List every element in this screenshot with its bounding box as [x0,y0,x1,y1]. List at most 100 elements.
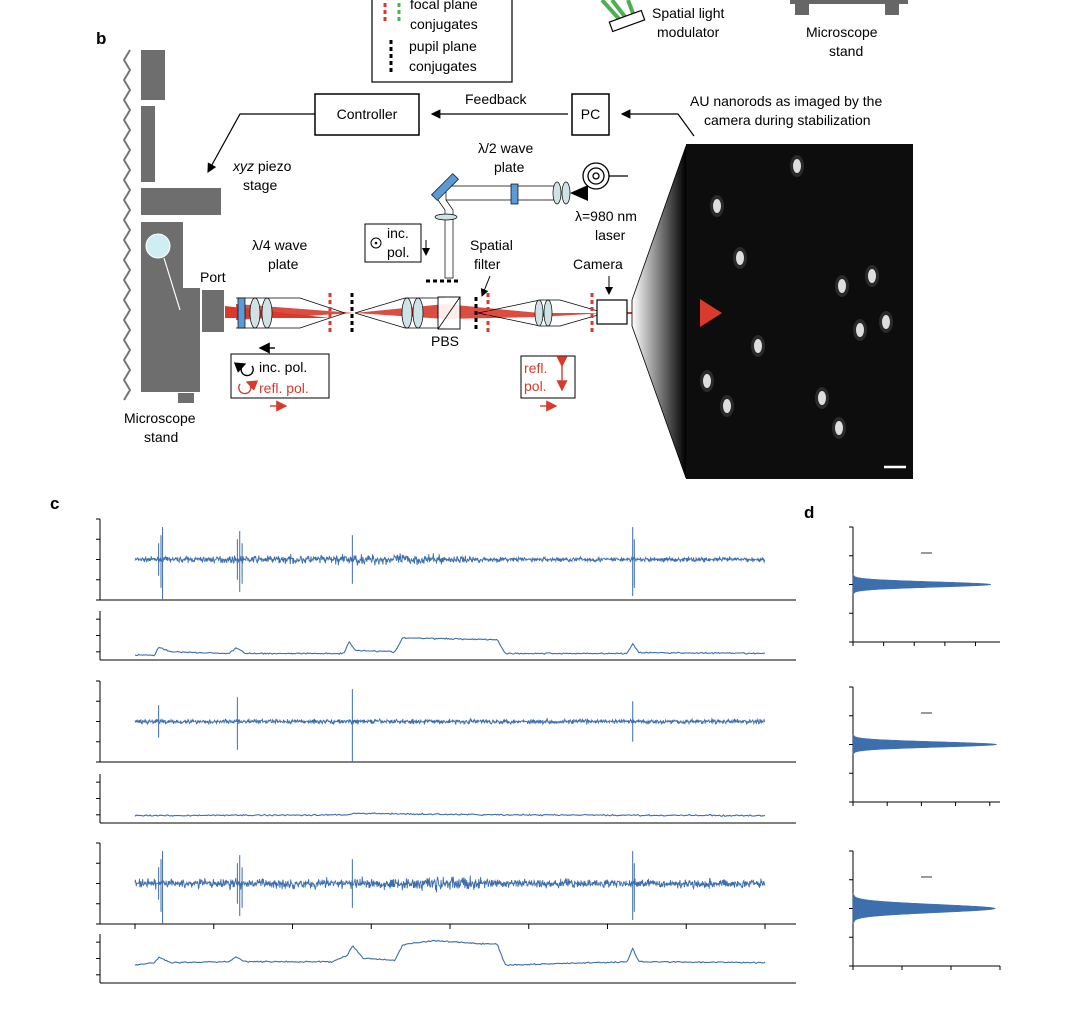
nanorod-glow [710,195,724,217]
spatial-filter-label-2: filter [474,256,501,272]
lens-3 [401,297,413,329]
camera-label: Camera [573,256,623,272]
nanorods-label-2: camera during stabilization [704,112,871,128]
trace-row-sx [96,611,796,661]
trace-row-sy [96,774,796,824]
nanorod-spot [838,279,846,293]
noise-trace-dx [134,553,766,566]
panel-label-d: d [804,503,815,522]
hist-bars-dx [852,573,992,596]
nanorod-glow [790,155,804,177]
xyz-stage-label-1: xyz piezo [233,157,291,175]
nanorod-glow [720,395,734,417]
ms-bottom-label-1: Microscope [124,410,196,426]
trace-row-dx [96,518,796,601]
red-arrowhead-img [700,299,722,327]
nanorod-spot [793,159,801,173]
optical-setup-diagram [122,0,913,479]
legend-pupil-text-1: pupil plane [409,38,477,54]
spatial-filter-label-1: Spatial [470,237,513,253]
feedback-label: Feedback [465,91,527,107]
noise-trace-dz [134,875,766,893]
slm-label-1: Spatial light [652,5,725,21]
laser-label-1: λ=980 nm [575,208,637,224]
folding-mirror [431,173,459,201]
time-traces-panel [96,518,796,984]
ms-top-label-2: stand [829,43,864,59]
panel-label-c: c [50,494,60,513]
refl-pol-label: refl. pol. [259,380,309,396]
panel-label-b: b [96,29,107,48]
ms-bottom-label-2: stand [144,429,179,445]
nanorod-spot [723,399,731,413]
circular-pol-red-icon [238,380,259,395]
lens-4 [412,297,424,329]
spatial-filter-arrow [480,275,491,297]
lens-1 [249,297,261,329]
laser-lens-1 [552,181,562,205]
quarter-wave-plate [237,297,246,329]
incpol-box-label-2: pol. [387,244,410,260]
pc-box [571,93,610,136]
image-projection [631,145,687,479]
nanorod-image [686,144,913,479]
slm-label-2: modulator [657,24,720,40]
trace-row-dy [96,680,796,763]
histogram-dy [849,686,1000,806]
noise-trace-dy [134,717,766,726]
nanorod-spots [700,155,893,439]
legend-pupil-text-2: conjugates [409,58,477,74]
incpol-box-label-1: inc. [387,225,409,241]
pbs-diagonal [437,296,461,330]
nanorod-glow [733,247,747,269]
half-wave-plate [510,183,519,205]
microscope-stand-top-icon [790,0,908,15]
sigma-trace-sy [134,812,766,817]
halfwave-label-1: λ/2 wave [478,140,534,156]
laser-tip [570,185,588,201]
camera-box [596,299,628,325]
nanorod-spot [868,269,876,283]
nanorod-glow [853,319,867,341]
xyz-stage-label-2: stage [243,177,278,193]
spatial-light-modulator-icon [600,0,646,33]
refl-box-label-1: refl. [524,360,548,376]
lens-6 [543,299,553,327]
pbs-label: PBS [431,333,460,349]
out-of-plane-dot [374,241,378,245]
nanorod-glow [835,275,849,297]
port-label: Port [200,269,226,285]
histogram-dz [849,850,1001,970]
nanorod-spot [703,374,711,388]
controller-label: Controller [336,106,398,122]
laser-label-2: laser [595,227,626,243]
nanorod-spot [882,315,890,329]
incpol-box [364,223,422,263]
nanorod-glow [865,265,879,287]
hist-bars-dy [852,733,997,756]
xyz-rest: piezo [254,158,292,174]
trace-row-dz [96,842,796,929]
histogram-panel [849,526,1001,970]
controller-box [314,93,420,136]
nanorod-glow [700,370,714,392]
nanorod-spot [835,421,843,435]
legend-focal-text: focal plane conjugates [410,0,478,32]
hist-bars-dz [852,892,996,925]
microscope-stand-icon [122,49,224,403]
pc-label: PC [580,106,601,122]
lens-5 [534,299,544,327]
nanorod-spot [736,251,744,265]
xyz-italic: xyz [233,158,254,174]
quarter-label-1: λ/4 wave [252,237,308,253]
laser-lens-v [434,213,458,221]
circular-pol-icon [233,362,254,377]
laser-source-icon [582,162,628,190]
ms-top-label-1: Microscope [806,24,878,40]
quarter-label-2: plate [268,256,299,272]
nanorod-spot [713,199,721,213]
legend-box [371,0,513,83]
out-of-plane-icon [370,237,382,249]
nanorods-label-1: AU nanorods as imaged by the [690,93,883,109]
inc-pol-label: inc. pol. [259,359,308,375]
